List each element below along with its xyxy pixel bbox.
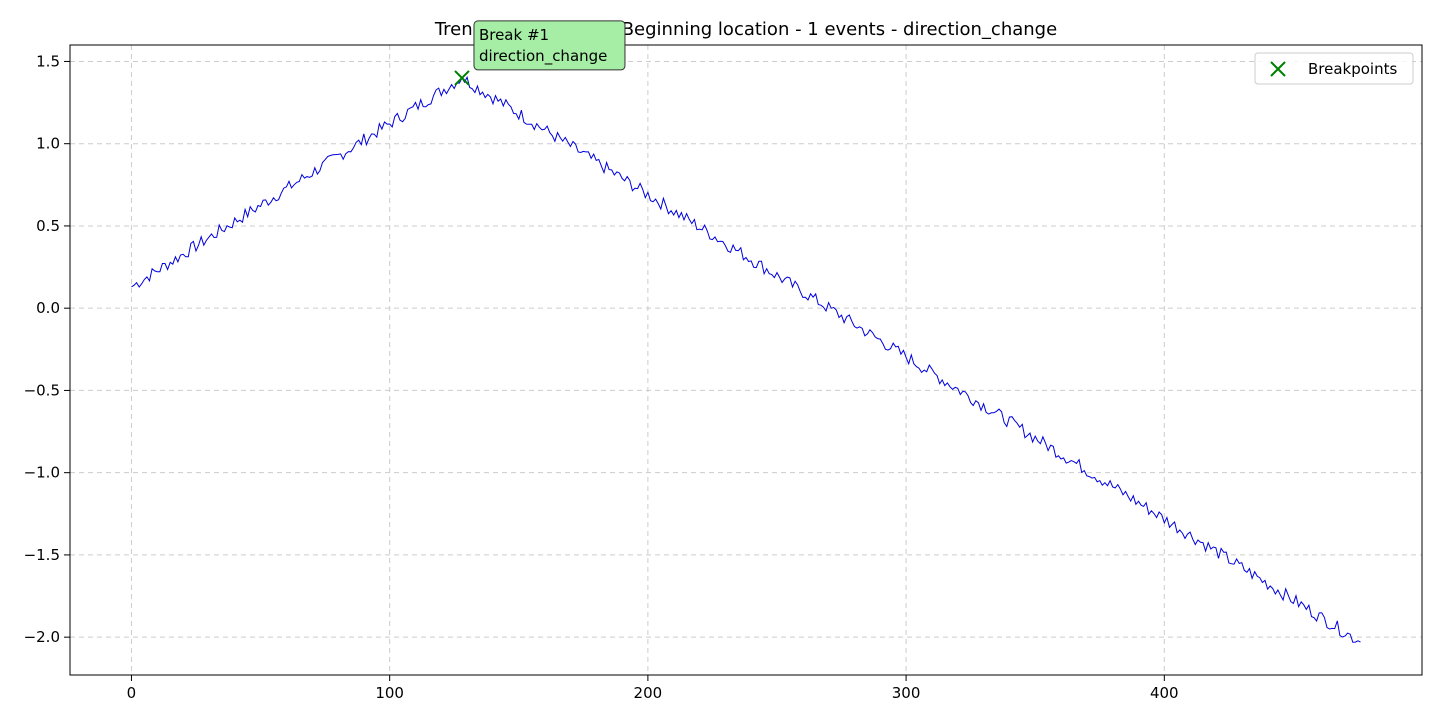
legend-frame: [1254, 52, 1414, 85]
series-layer: [131, 75, 1361, 643]
annotation-label: Break #1: [479, 26, 549, 44]
x-tick-label: 200: [634, 684, 663, 702]
x-tick-label: 100: [375, 684, 404, 702]
annotation-box: [473, 20, 626, 71]
y-tick-label: 0.5: [36, 217, 60, 235]
breakpoint-annotation: Break #1 direction_change: [473, 20, 626, 71]
y-tick-label: 0.0: [36, 299, 60, 317]
legend-label-breakpoints: Breakpoints: [1308, 60, 1397, 78]
grid: [70, 45, 1422, 675]
x-tick-label: 0: [127, 684, 137, 702]
x-tick-label: 300: [892, 684, 921, 702]
breakpoint-marker-stroke: [1270, 61, 1286, 77]
annotation-label: direction_change: [479, 47, 607, 66]
legend: Breakpoints: [1254, 52, 1414, 85]
axes: 0 100 200 300 400 1.5 1.0 0.5 0.0 −0.5 −1.0 −1.5 −2.…: [24, 44, 1423, 702]
y-tick-label: 1.0: [36, 135, 60, 153]
breakpoint-marker: [454, 70, 470, 86]
breakpoint-layer: [454, 70, 470, 86]
series-line: [131, 75, 1361, 643]
annotation-layer: Break #1 direction_change: [473, 20, 626, 71]
x-tick-label: 400: [1150, 684, 1179, 702]
legend-breakpoint-marker: [1270, 61, 1286, 77]
y-tick-label: −1.5: [24, 546, 60, 564]
y-tick-label: −2.0: [24, 628, 60, 646]
y-tick-label: −0.5: [24, 381, 60, 399]
legend-breakpoint-x: [1270, 61, 1286, 77]
breakpoint-marker-stroke: [454, 70, 470, 86]
plot-frame: [69, 44, 1423, 676]
y-tick-label: −1.0: [24, 464, 60, 482]
y-tick-label: 1.5: [36, 52, 60, 70]
